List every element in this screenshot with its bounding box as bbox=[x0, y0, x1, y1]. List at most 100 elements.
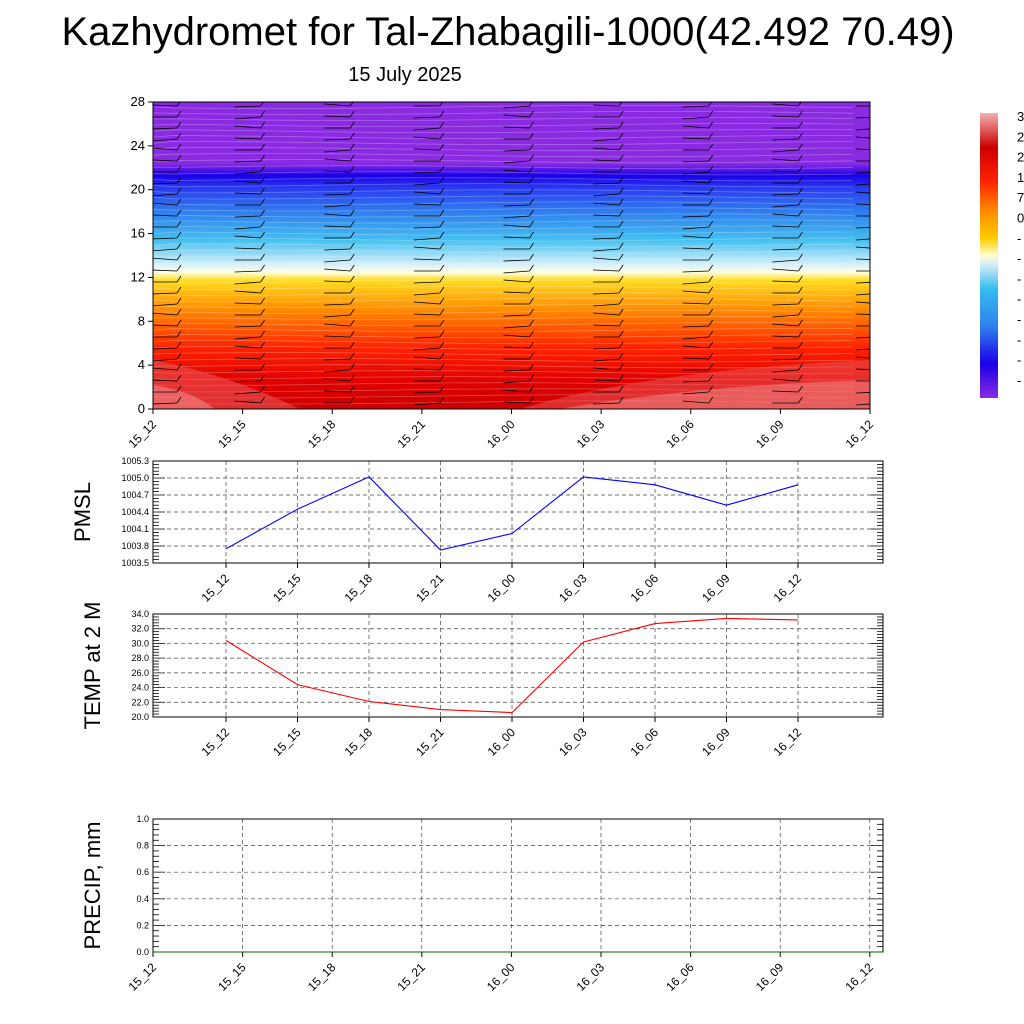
wind-barb bbox=[593, 198, 624, 206]
wind-barb bbox=[413, 253, 445, 261]
y-tick-label: 1004.7 bbox=[121, 490, 149, 500]
wind-barb bbox=[593, 297, 624, 307]
wind-barb bbox=[153, 110, 182, 118]
data-series-line bbox=[225, 617, 799, 714]
y-tick-label: 28 bbox=[131, 94, 145, 109]
wind-barb bbox=[593, 110, 624, 118]
wind-barb bbox=[772, 220, 803, 228]
wind-barb bbox=[856, 380, 870, 382]
wind-barb bbox=[682, 176, 714, 184]
wind-barb bbox=[855, 337, 870, 339]
wind-barb bbox=[503, 102, 533, 109]
wind-barb bbox=[772, 102, 802, 107]
wind-barb bbox=[324, 385, 355, 393]
wind-barb bbox=[153, 264, 182, 272]
contour-line bbox=[153, 219, 854, 224]
wind-barb bbox=[593, 154, 624, 162]
colorbar-label: 2 bbox=[1017, 150, 1024, 165]
wind-barb bbox=[234, 396, 265, 404]
wind-barb bbox=[234, 176, 265, 184]
wind-barb bbox=[503, 176, 534, 184]
contour-line bbox=[153, 322, 854, 326]
wind-barb bbox=[772, 121, 803, 129]
wind-barb bbox=[855, 227, 870, 229]
wind-barb bbox=[413, 352, 445, 360]
wind-barb bbox=[153, 242, 182, 252]
wind-barb bbox=[855, 128, 870, 131]
wind-barb bbox=[503, 308, 534, 317]
wind-barb bbox=[772, 374, 803, 382]
wind-barb bbox=[413, 385, 445, 394]
wind-barb bbox=[234, 352, 265, 360]
wind-barb bbox=[324, 231, 355, 239]
wind-barb bbox=[324, 275, 355, 283]
y-tick-label: 0.8 bbox=[136, 841, 149, 851]
contour-line bbox=[153, 153, 854, 158]
wind-barb bbox=[772, 363, 803, 373]
wind-barb bbox=[324, 132, 355, 141]
contour-line bbox=[153, 111, 854, 115]
wind-barb bbox=[413, 121, 445, 131]
wind-barb bbox=[772, 385, 803, 393]
wind-barb bbox=[153, 231, 182, 240]
wind-barb bbox=[503, 385, 534, 393]
wind-barb bbox=[153, 319, 182, 327]
wind-barb bbox=[503, 275, 534, 283]
wind-barb bbox=[593, 165, 624, 173]
wind-barb bbox=[503, 396, 534, 404]
wind-barb bbox=[593, 363, 624, 371]
contour-line bbox=[153, 237, 854, 242]
wind-barb bbox=[153, 154, 182, 162]
wind-barb bbox=[855, 313, 870, 315]
x-tick-label: 16_00 bbox=[485, 571, 519, 605]
y-tick-label: 30.0 bbox=[131, 638, 149, 648]
wind-barb bbox=[324, 102, 354, 107]
x-tick-label: 16_03 bbox=[574, 960, 608, 994]
x-tick-label: 16_03 bbox=[556, 725, 590, 759]
contour-line bbox=[153, 249, 854, 254]
wind-barb bbox=[413, 187, 445, 195]
wind-barb bbox=[682, 396, 714, 404]
wind-barb bbox=[324, 297, 355, 306]
wind-barb bbox=[772, 341, 803, 349]
wind-barb bbox=[324, 165, 355, 173]
wind-barb bbox=[856, 215, 870, 217]
wind-barb bbox=[855, 368, 870, 370]
contour-line bbox=[153, 340, 854, 345]
colorbar bbox=[980, 113, 998, 398]
wind-barb bbox=[234, 297, 265, 305]
wind-barb bbox=[324, 286, 355, 294]
wind-barb bbox=[503, 121, 534, 129]
wind-barb bbox=[682, 297, 714, 305]
x-tick-label: 16_03 bbox=[556, 571, 590, 605]
wind-barb bbox=[234, 143, 265, 151]
y-tick-label: 1003.5 bbox=[121, 558, 149, 568]
wind-barb bbox=[413, 363, 445, 371]
wind-barb bbox=[153, 275, 182, 283]
wind-barb bbox=[503, 154, 534, 164]
colorbar-label: - bbox=[1017, 271, 1021, 286]
y-tick-label: 0 bbox=[138, 401, 145, 416]
wind-barb bbox=[593, 396, 624, 405]
y-tick-label: 24 bbox=[131, 138, 145, 153]
y-tick-label: 26.0 bbox=[131, 668, 149, 678]
wind-barb bbox=[413, 154, 445, 162]
wind-barb bbox=[413, 132, 445, 140]
x-tick-label: 15_18 bbox=[342, 571, 376, 605]
wind-barb bbox=[856, 325, 870, 327]
wind-barb bbox=[234, 363, 265, 371]
wind-barb bbox=[772, 264, 803, 272]
y-tick-label: 0.2 bbox=[136, 920, 149, 930]
wind-barb bbox=[593, 385, 624, 393]
contour-line bbox=[153, 207, 854, 212]
wind-barb bbox=[855, 392, 870, 394]
x-tick-label: 15_18 bbox=[342, 725, 376, 759]
y-tick-label: 16 bbox=[131, 226, 145, 241]
contour-line bbox=[153, 303, 854, 308]
contour-line bbox=[153, 297, 854, 302]
wind-barb bbox=[234, 319, 265, 328]
x-tick-label: 15_18 bbox=[305, 417, 339, 451]
wind-barb bbox=[234, 220, 265, 230]
surface-warm-region bbox=[520, 360, 870, 409]
x-tick-label: 15_21 bbox=[394, 960, 428, 994]
